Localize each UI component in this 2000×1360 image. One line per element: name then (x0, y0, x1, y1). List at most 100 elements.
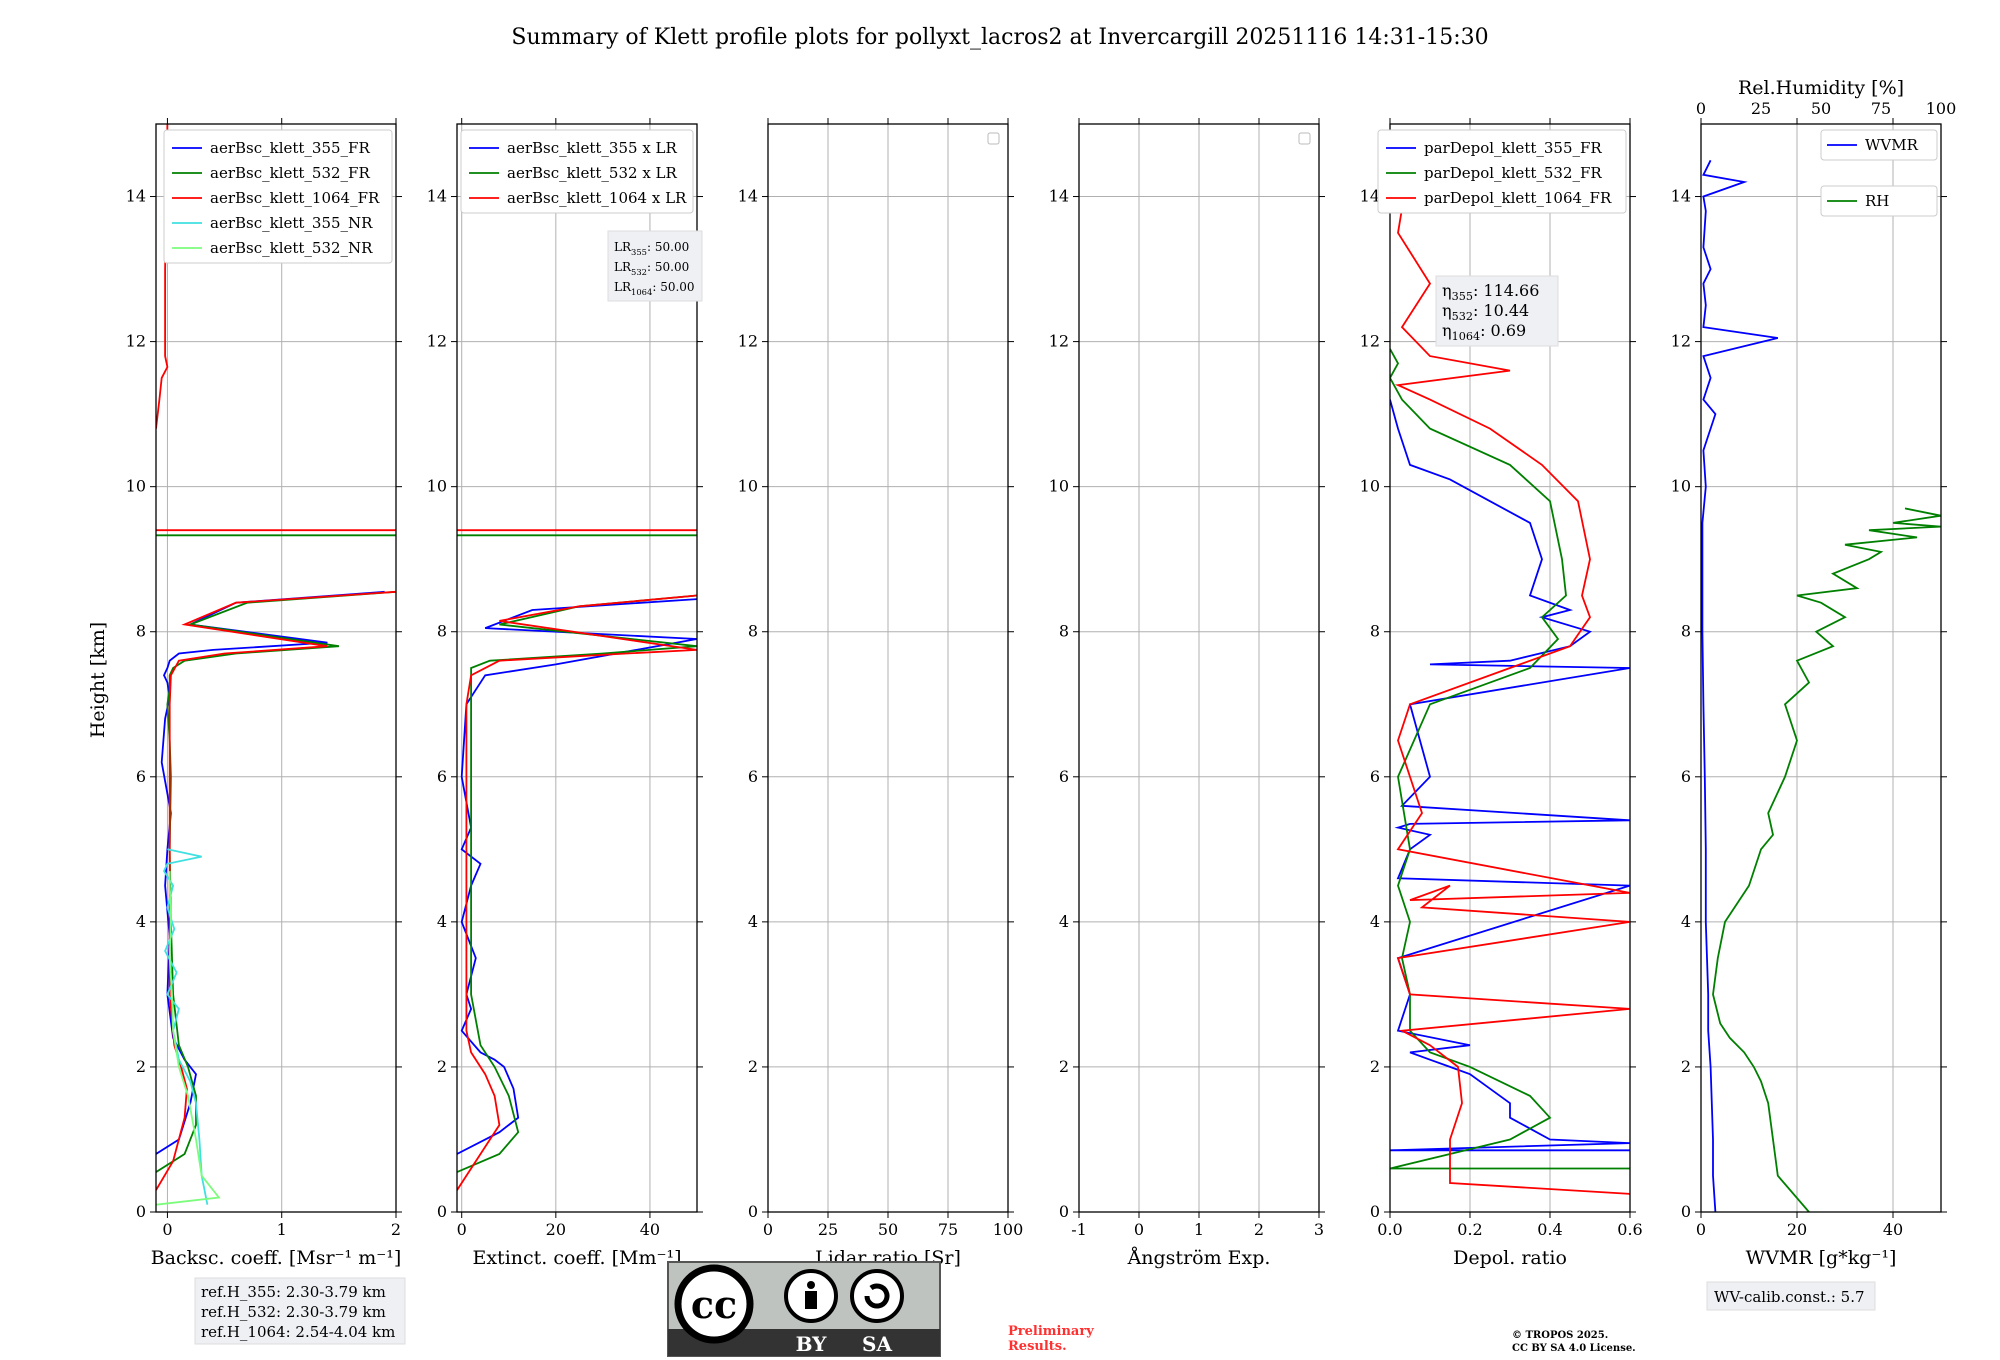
legend-label: WVMR (1865, 136, 1919, 154)
cc-icon-label: cc (691, 1282, 737, 1327)
x-tick-label: 75 (938, 1220, 958, 1239)
y-tick-label: 4 (748, 912, 758, 931)
lidar-ratio-box (607, 230, 703, 302)
y-tick-label: 8 (437, 622, 447, 641)
y-tick-label: 0 (136, 1202, 146, 1221)
eta-box-row: η355: 114.66 (1442, 281, 1539, 303)
x2-tick-label: 100 (1926, 99, 1957, 118)
y-tick-label: 2 (1370, 1057, 1380, 1076)
legend-label: aerBsc_klett_355 x LR (507, 139, 678, 157)
eta-box-row: η532: 10.44 (1442, 301, 1529, 323)
copyright-line1: © TROPOS 2025. (1512, 1330, 1608, 1341)
y-tick-label: 6 (437, 767, 447, 786)
empty-legend-box (987, 132, 1000, 145)
legend-box (460, 129, 694, 214)
series-aerBsc_klett_532 x LR (457, 594, 697, 1173)
x-tick-label: 2 (1254, 1220, 1264, 1239)
sa-share-icon (850, 1269, 904, 1323)
x-tick-label: 0 (1696, 1220, 1706, 1239)
y-tick-label: 14 (738, 187, 758, 206)
x-tick-label: 20 (1787, 1220, 1807, 1239)
legend-label: aerBsc_klett_1064 x LR (507, 189, 687, 207)
axes-frame (1700, 123, 1942, 1213)
x-tick-label: 40 (640, 1220, 660, 1239)
y-tick-label: 8 (1059, 622, 1069, 641)
x-tick-label: 2 (391, 1220, 401, 1239)
series-WVMR (1701, 159, 1779, 1212)
x2-tick-label: 0 (1696, 99, 1706, 118)
y-tick-label: 0 (1681, 1202, 1691, 1221)
series-aerBsc_klett_1064_FR (156, 590, 396, 1191)
axes-frame (1389, 123, 1631, 1213)
y-tick-label: 14 (1671, 187, 1691, 206)
x-axis-label: Extinct. coeff. [Mm⁻¹] (472, 1247, 681, 1269)
x-tick-label: 100 (993, 1220, 1024, 1239)
legend-label: RH (1865, 192, 1889, 210)
y-tick-label: 10 (738, 477, 758, 496)
legend-label: aerBsc_klett_532_FR (210, 164, 370, 182)
preliminary-results-line2: Results. (1008, 1339, 1067, 1354)
y-tick-label: 12 (738, 332, 758, 351)
y-tick-label: 2 (748, 1057, 758, 1076)
y-tick-label: 4 (437, 912, 447, 931)
y-tick-label: 14 (1360, 187, 1380, 206)
legend-label: parDepol_klett_355_FR (1424, 139, 1602, 157)
y-tick-label: 8 (1681, 622, 1691, 641)
preliminary-results-line1: Preliminary (1008, 1324, 1094, 1339)
y-tick-label: 14 (427, 187, 447, 206)
x-tick-label: 25 (818, 1220, 838, 1239)
x-axis-label: Ångström Exp. (1127, 1247, 1271, 1269)
y-tick-label: 10 (1049, 477, 1069, 496)
ref-height-box: ref.H_355: 2.30-3.79 km ref.H_532: 2.30-… (194, 1277, 406, 1345)
x-tick-label: 20 (546, 1220, 566, 1239)
y-tick-label: 4 (136, 912, 146, 931)
subplot-5: 0.0 0.2 0.4 0.6 0 2 4 6 8 10 12 14 Depol. ratio parDe… (1360, 118, 1643, 1269)
series-aerBsc_klett_355_FR (156, 590, 385, 1155)
y-tick-label: 4 (1370, 912, 1380, 931)
subplot-2: 0 20 40 0 2 4 6 8 10 12 14 Extinct. coeff. [Mm⁻¹] ae… (427, 118, 703, 1269)
axes-frame (155, 123, 397, 1213)
y-tick-label: 12 (126, 332, 146, 351)
lidar-ratio-box-row: LR1064: 50.00 (614, 280, 695, 297)
cc-by-label: BY (796, 1332, 828, 1356)
legend-label: aerBsc_klett_355_FR (210, 139, 370, 157)
y-tick-label: 12 (427, 332, 447, 351)
y-tick-label: 8 (748, 622, 758, 641)
x2-axis-label: Rel.Humidity [%] (1738, 77, 1904, 99)
eta-box (1435, 275, 1559, 347)
y-tick-label: 6 (1059, 767, 1069, 786)
cc-license-badge: cc BY SA (667, 1261, 941, 1357)
legend-label: aerBsc_klett_532 x LR (507, 164, 678, 182)
legend-box (1820, 129, 1938, 161)
subplot-6: 0 20 40 0 2 4 6 8 10 12 14 WVMR [g*kg⁻¹] 0 25 50 75 100 R… (1671, 77, 1957, 1269)
series-RH (1712, 507, 1941, 1212)
wv-calib-box: WV-calib.const.: 5.7 (1706, 1281, 1876, 1311)
x-tick-label: 0 (457, 1220, 467, 1239)
x-tick-label: 0 (162, 1220, 172, 1239)
y-tick-label: 8 (136, 622, 146, 641)
y-tick-label: 4 (1059, 912, 1069, 931)
x-tick-label: 1 (1194, 1220, 1204, 1239)
series-parDepol_klett_1064_FR (1394, 160, 1630, 1195)
y-tick-label: 6 (1370, 767, 1380, 786)
y-tick-label: 0 (1059, 1202, 1069, 1221)
y-tick-label: 2 (1059, 1057, 1069, 1076)
x2-tick-label: 50 (1811, 99, 1831, 118)
x-tick-label: 0 (763, 1220, 773, 1239)
y-axis-label: Height [km] (87, 622, 109, 738)
x-tick-label: 0.0 (1377, 1220, 1402, 1239)
ref-height-355: ref.H_355: 2.30-3.79 km (201, 1283, 386, 1301)
ref-height-532: ref.H_532: 2.30-3.79 km (201, 1303, 386, 1321)
legend-box (163, 129, 393, 264)
y-tick-label: 12 (1671, 332, 1691, 351)
y-tick-label: 6 (1681, 767, 1691, 786)
y-tick-label: 6 (136, 767, 146, 786)
wv-calib-const: WV-calib.const.: 5.7 (1714, 1288, 1865, 1306)
empty-legend-box (1298, 132, 1311, 145)
y-tick-label: 14 (126, 187, 146, 206)
legend-label: aerBsc_klett_355_NR (210, 214, 373, 232)
